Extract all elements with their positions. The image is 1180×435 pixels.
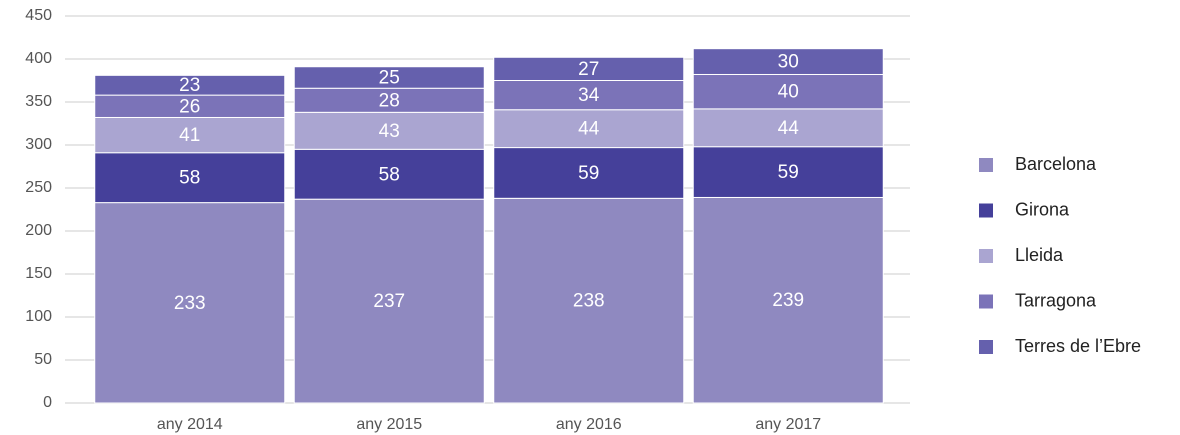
data-label: 58 <box>379 164 400 185</box>
data-label: 41 <box>179 125 200 146</box>
bar-segment <box>692 196 884 404</box>
y-tick-label: 400 <box>25 50 52 67</box>
bar-segment <box>692 108 884 148</box>
data-label: 238 <box>573 291 605 312</box>
y-tick-label: 300 <box>25 136 52 153</box>
y-tick-label: 200 <box>25 222 52 239</box>
data-label: 58 <box>179 168 200 189</box>
data-label: 28 <box>379 90 400 111</box>
data-label: 233 <box>174 293 206 314</box>
bar-segment <box>293 66 485 89</box>
data-label: 239 <box>772 290 804 311</box>
data-label: 40 <box>778 82 799 103</box>
bar-segment <box>493 197 685 404</box>
y-tick-label: 250 <box>25 179 52 196</box>
legend-label: Barcelona <box>1015 154 1097 174</box>
legend-label: Tarragona <box>1015 290 1097 310</box>
data-label: 34 <box>578 85 600 106</box>
y-tick-label: 0 <box>43 394 52 411</box>
y-tick-label: 100 <box>25 308 52 325</box>
legend-label: Terres de l’Ebre <box>1015 336 1141 356</box>
data-label: 25 <box>379 68 400 89</box>
bar-segment <box>293 148 485 200</box>
legend-swatch <box>979 249 993 263</box>
bar-segment <box>293 111 485 150</box>
bar-segment <box>493 56 685 81</box>
legend-swatch <box>979 340 993 354</box>
legend-swatch <box>979 203 993 218</box>
data-label: 44 <box>778 118 800 139</box>
data-label: 23 <box>179 75 200 96</box>
bar-segment <box>692 73 884 110</box>
y-tick-label: 150 <box>25 265 52 282</box>
data-label: 59 <box>578 163 599 184</box>
data-label: 237 <box>373 291 405 312</box>
legend-label: Lleida <box>1015 245 1064 265</box>
data-label: 59 <box>778 162 799 183</box>
bar-segment <box>493 147 685 199</box>
legend-swatch <box>979 158 993 172</box>
bar-segment <box>493 109 685 149</box>
y-tick-label: 350 <box>25 93 52 110</box>
x-tick-label: any 2017 <box>755 416 821 433</box>
data-label: 43 <box>379 121 400 142</box>
x-tick-label: any 2016 <box>556 416 622 433</box>
bar-segment <box>94 152 286 204</box>
y-tick-label: 50 <box>34 351 52 368</box>
bar-segment <box>692 146 884 198</box>
bar-segment <box>293 198 485 404</box>
data-label: 27 <box>578 59 599 80</box>
bar-segment <box>94 116 286 154</box>
legend-swatch <box>979 294 993 309</box>
data-label: 26 <box>179 96 200 117</box>
x-tick-label: any 2014 <box>157 416 223 433</box>
x-tick-label: any 2015 <box>356 416 422 433</box>
data-label: 30 <box>778 52 799 73</box>
bar-segment <box>692 48 884 75</box>
y-tick-label: 450 <box>25 7 52 24</box>
bar-segment <box>493 80 685 111</box>
bar-segment <box>94 74 286 96</box>
data-label: 44 <box>578 119 600 140</box>
legend-label: Girona <box>1015 199 1070 219</box>
